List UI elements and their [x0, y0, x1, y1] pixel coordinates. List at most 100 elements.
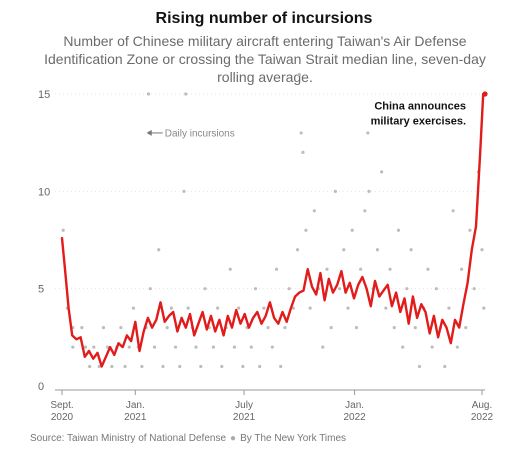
source-line: Source: Taiwan Ministry of National Defe… [30, 433, 510, 444]
daily-incursion-dot [291, 306, 295, 310]
separator-dot: ● [230, 433, 237, 444]
daily-incursion-dot [186, 306, 190, 310]
daily-incursion-dot [413, 326, 417, 330]
daily-incursions-label: Daily incursions [165, 128, 235, 139]
daily-incursion-dot [182, 189, 186, 193]
daily-incursion-dot [354, 326, 359, 330]
daily-incursion-dot [165, 326, 169, 330]
daily-incursion-dot [61, 228, 65, 232]
daily-incursion-dot [464, 326, 468, 330]
x-tick-label: 2022 [471, 412, 494, 423]
daily-incursion-dot [297, 72, 301, 77]
chart-title: Rising number of incursions [155, 10, 373, 27]
daily-incursion-dot [366, 131, 370, 135]
x-tick-label: 2021 [124, 412, 147, 423]
x-tick-label: Jan. [345, 400, 364, 411]
rolling-average-line [60, 92, 487, 368]
daily-incursion-dot [220, 364, 224, 369]
daily-incursion-dot [178, 364, 182, 369]
daily-incursion-dot [279, 364, 283, 369]
chart-svg: 051015Sept.2020Jan.2021July2021Jan.2022A… [38, 72, 494, 423]
x-tick-label: Jan. [126, 400, 145, 411]
daily-incursion-dot [146, 92, 151, 96]
daily-incursion-dot [455, 345, 459, 349]
daily-incursion-dot [266, 326, 270, 330]
daily-incursion-dot [472, 287, 476, 291]
daily-incursion-dot [92, 345, 96, 349]
y-tick-label: 15 [38, 89, 50, 101]
daily-incursion-dot [396, 228, 401, 232]
daily-incursion-dot [173, 345, 178, 349]
daily-incursion-dot [110, 364, 114, 369]
daily-incursion-dot [157, 248, 161, 252]
daily-incursion-dot [253, 287, 258, 291]
daily-incursion-dot [380, 170, 384, 174]
y-tick-label: 0 [38, 381, 44, 393]
daily-incursion-dot [71, 345, 75, 349]
daily-incursion-dot [304, 228, 308, 232]
daily-incursion-dot [350, 228, 354, 232]
daily-incursion-dot [426, 267, 430, 271]
daily-incursion-dot [434, 287, 438, 291]
daily-incursion-dot [308, 306, 312, 310]
daily-incursion-dot [392, 326, 396, 330]
annotation-arrowhead [146, 129, 152, 136]
daily-incursion-dot [346, 306, 350, 310]
exercise-annotation-line2: military exercises. [371, 116, 466, 128]
daily-incursion-dot [295, 248, 300, 252]
daily-incursion-dot [299, 131, 303, 135]
daily-incursion-dot [482, 306, 486, 310]
x-tick-label: Sept. [50, 400, 73, 411]
daily-incursion-dot [262, 306, 266, 310]
credit-text: By The New York Times [240, 433, 347, 444]
end-point-marker [482, 91, 488, 97]
daily-incursion-dot [367, 189, 371, 193]
daily-incursion-dot [312, 209, 316, 213]
daily-incursion-dot [325, 267, 329, 271]
daily-incursion-dot [237, 306, 241, 310]
y-tick-label: 5 [38, 284, 44, 296]
x-tick-label: Aug. [472, 400, 493, 411]
daily-incursion-dot [83, 345, 88, 349]
daily-incursion-dot [321, 345, 325, 349]
daily-incursion-dot [270, 345, 274, 349]
daily-incursion-dot [329, 326, 333, 330]
daily-incursion-dot [169, 306, 173, 310]
daily-incursion-dot [401, 345, 405, 349]
daily-incursion-dot [468, 228, 472, 232]
daily-incursion-dot [249, 345, 253, 349]
chart-subtitle: Number of Chinese military aircraft ente… [44, 33, 486, 85]
daily-incursion-dot [333, 189, 337, 193]
daily-incursion-dot [283, 326, 287, 330]
daily-incursion-dot [194, 345, 198, 349]
daily-incursion-dot [359, 267, 363, 271]
daily-incursion-dot [232, 345, 237, 349]
daily-incursion-dot [480, 248, 484, 252]
x-tick-label: 2022 [343, 412, 366, 423]
daily-incursion-dot [241, 364, 245, 369]
daily-incursion-dot [430, 345, 434, 349]
daily-incursion-dot [384, 306, 388, 310]
daily-incursion-dot [184, 92, 188, 96]
daily-incursion-dot [228, 267, 232, 271]
daily-incursion-dot [405, 287, 409, 291]
x-tick-label: 2021 [233, 412, 256, 423]
daily-incursion-dot [216, 306, 220, 310]
daily-incursion-dot [274, 267, 279, 271]
daily-incursion-dot [97, 364, 101, 369]
daily-incursion-dot [199, 364, 203, 369]
exercise-annotation-line1: China announces [374, 101, 466, 113]
daily-incursion-dot [148, 287, 152, 291]
daily-incursion-dot [127, 345, 131, 349]
daily-incursion-dot [131, 306, 136, 310]
y-tick-label: 10 [38, 186, 50, 198]
daily-incursion-dot [140, 364, 144, 369]
daily-incursion-dot [287, 287, 291, 291]
daily-incursion-dot [363, 209, 367, 213]
daily-incursion-dot [388, 267, 392, 271]
daily-incursion-dot [211, 345, 216, 349]
x-tick-label: July [235, 400, 253, 411]
daily-incursion-dot [88, 364, 92, 369]
daily-incursion-dot [409, 248, 413, 252]
daily-incursion-dot [152, 345, 157, 349]
